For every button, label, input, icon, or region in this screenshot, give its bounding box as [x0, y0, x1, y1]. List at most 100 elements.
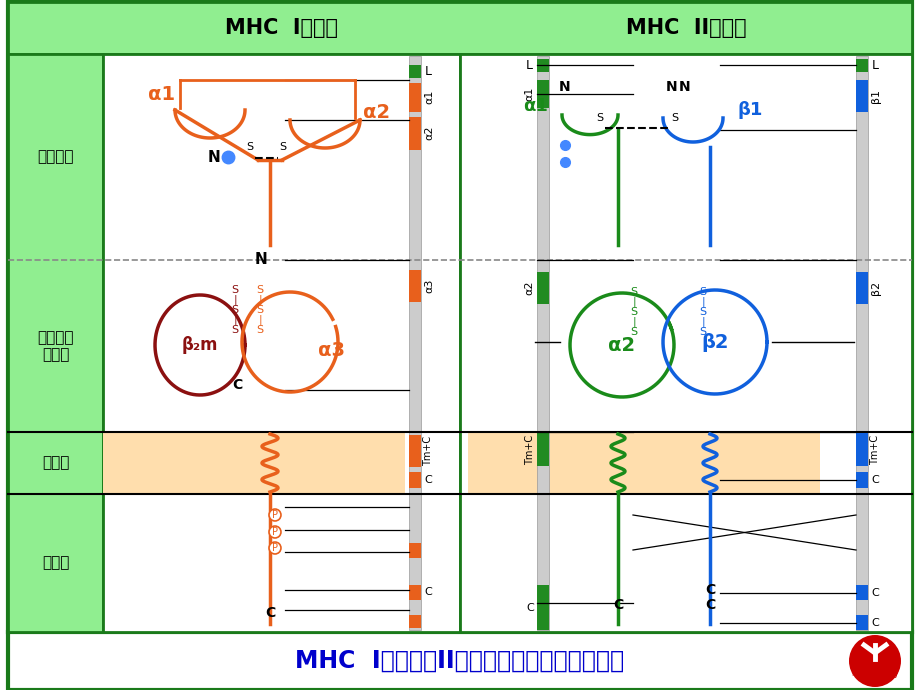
Bar [409, 615, 421, 628]
Bar [409, 65, 421, 78]
Text: |: | [700, 317, 704, 327]
Bar [537, 585, 549, 630]
Text: |: | [233, 315, 236, 325]
Text: C: C [526, 603, 533, 613]
Text: N: N [207, 150, 220, 164]
Bar [409, 543, 421, 558]
Bar [537, 59, 549, 72]
Text: C: C [704, 583, 714, 597]
Bar [855, 80, 867, 112]
Text: α2: α2 [363, 103, 390, 121]
Text: S: S [698, 307, 706, 317]
Text: N: N [559, 80, 570, 94]
Bar [409, 435, 421, 467]
Bar [855, 56, 867, 630]
Text: α1: α1 [524, 87, 533, 101]
Text: α2: α2 [524, 281, 533, 295]
Bar [409, 56, 421, 630]
Text: C: C [870, 588, 878, 598]
Text: C: C [870, 475, 878, 485]
Text: S: S [245, 142, 253, 152]
Text: MHC  II类分子: MHC II类分子 [625, 18, 745, 38]
Bar [855, 585, 867, 600]
Text: C: C [232, 378, 242, 392]
Text: Tm+C: Tm+C [869, 435, 879, 465]
Text: MHC  I类分子和II类分子及其编码基因的结构: MHC I类分子和II类分子及其编码基因的结构 [295, 649, 624, 673]
Bar [537, 272, 549, 304]
Text: P: P [272, 510, 278, 520]
Bar [855, 472, 867, 488]
Text: S: S [232, 285, 238, 295]
Text: 肽结合区: 肽结合区 [37, 150, 74, 164]
Bar [468, 432, 819, 494]
Text: |: | [258, 315, 262, 325]
Bar [537, 56, 549, 630]
Text: S: S [232, 305, 238, 315]
Text: α1: α1 [523, 97, 548, 115]
Text: C: C [424, 475, 431, 485]
Text: N: N [665, 80, 677, 94]
Bar [855, 433, 867, 466]
Text: β2: β2 [700, 333, 728, 351]
Text: C: C [265, 606, 275, 620]
Text: 免疫球蛋
白样区: 免疫球蛋 白样区 [37, 330, 74, 362]
Text: β2: β2 [870, 281, 880, 295]
Bar [8, 2, 911, 54]
Text: C: C [424, 587, 431, 597]
Text: Tm+C: Tm+C [525, 435, 535, 465]
Bar [460, 54, 911, 632]
Text: S: S [698, 327, 706, 337]
Text: |: | [233, 295, 236, 305]
Bar [855, 59, 867, 72]
Text: Immunology: Immunology [850, 669, 898, 678]
Text: S: S [630, 287, 637, 297]
Bar [855, 615, 867, 630]
Text: N: N [254, 252, 267, 267]
Text: S: S [256, 305, 263, 315]
Text: β₂m: β₂m [182, 336, 218, 354]
Text: |: | [258, 295, 262, 305]
Text: α1: α1 [424, 90, 434, 104]
Bar [409, 585, 421, 600]
Text: S: S [670, 113, 677, 123]
Bar [409, 117, 421, 150]
Text: C: C [704, 598, 714, 612]
Text: α1: α1 [148, 84, 175, 103]
Text: β1: β1 [737, 101, 763, 119]
Text: |: | [631, 297, 635, 307]
Text: P: P [272, 527, 278, 537]
Text: S: S [630, 327, 637, 337]
Text: S: S [596, 113, 602, 123]
Text: L: L [425, 64, 432, 77]
Text: L: L [526, 59, 532, 72]
Bar [8, 632, 911, 690]
Text: S: S [278, 142, 286, 152]
Text: α2: α2 [607, 335, 635, 355]
Text: S: S [256, 285, 263, 295]
Bar [855, 272, 867, 304]
Bar [409, 472, 421, 488]
Bar [537, 433, 549, 466]
Bar [8, 54, 103, 632]
Text: P: P [272, 543, 278, 553]
Text: C: C [870, 618, 878, 628]
Bar [409, 83, 421, 112]
Text: MHC  I类分子: MHC I类分子 [225, 18, 337, 38]
Text: C: C [612, 598, 622, 612]
Text: Tm+C: Tm+C [423, 436, 433, 466]
Bar [537, 80, 549, 108]
Text: |: | [631, 317, 635, 327]
Text: S: S [698, 287, 706, 297]
Text: 跨膜区: 跨膜区 [41, 455, 69, 471]
Text: α2: α2 [424, 126, 434, 140]
Circle shape [848, 635, 900, 687]
Text: 胞浆区: 胞浆区 [41, 555, 69, 571]
Text: S: S [630, 307, 637, 317]
Bar [103, 432, 404, 494]
Text: α3: α3 [318, 340, 345, 359]
Bar [409, 270, 421, 302]
Text: L: L [871, 59, 878, 72]
Text: |: | [700, 297, 704, 307]
Text: β1: β1 [870, 89, 880, 103]
Text: α3: α3 [424, 279, 434, 293]
